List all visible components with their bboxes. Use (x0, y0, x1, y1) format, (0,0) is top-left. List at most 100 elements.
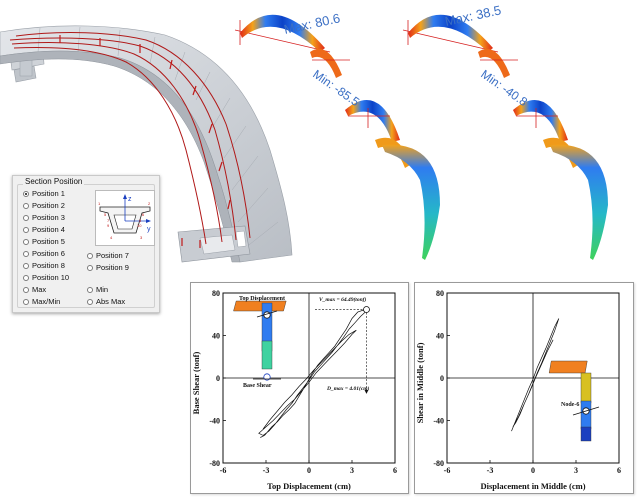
radio-max-min[interactable]: Max/Min (23, 297, 60, 306)
x-tick-label: 6 (617, 466, 621, 475)
radio-dot (23, 298, 29, 305)
radio-dot (23, 202, 29, 209)
point-6: 6 (142, 212, 145, 217)
x-tick-label: -3 (487, 466, 494, 475)
point-10: 10 (137, 223, 142, 228)
radio-label: Position 3 (32, 213, 65, 222)
radio-dot (23, 250, 29, 257)
radio-abs-max[interactable]: Abs Max (87, 297, 125, 306)
x-tick-label: -3 (263, 466, 270, 475)
radio-label: Abs Max (96, 297, 126, 306)
base-shear-annotation: Base Shear (243, 383, 272, 389)
radio-label: Min (96, 285, 109, 294)
radio-label: Position 2 (32, 201, 65, 210)
chart-base-shear: -6 -3 0 3 6 80 40 0 -40 -80 Top Displacement Base… (190, 282, 409, 494)
radio-dot (23, 262, 29, 269)
moment-diagram-left: Max: 80.6 Min: -85.5 (234, 10, 440, 260)
radio-position-5[interactable]: Position 5 (23, 237, 65, 246)
radio-position-8[interactable]: Position 8 (23, 261, 65, 270)
box-girder-section-icon: z y 1 2 3 4 5 6 7 8 9 10 (98, 194, 151, 240)
chart1-xlabel: Top Displacement (cm) (267, 481, 351, 491)
vmax-annotation: V_max = 64.49(tonf) (319, 296, 366, 303)
y-tick-label: 40 (436, 332, 444, 341)
radio-position-2[interactable]: Position 2 (23, 201, 65, 210)
tendon-anchor-marks (59, 35, 231, 248)
x-tick-label: 3 (350, 466, 354, 475)
radio-dot (87, 298, 93, 305)
axis-z-label: z (128, 196, 132, 203)
radio-label: Max (32, 285, 47, 294)
left-max-label: Max: 80.6 (283, 10, 342, 37)
point-8: 8 (139, 218, 142, 223)
point-7: 7 (107, 218, 110, 223)
radio-label: Max/Min (32, 297, 61, 306)
radio-dot (87, 252, 93, 259)
prestressing-tendons (9, 32, 251, 245)
radio-position-1[interactable]: Position 1 (23, 189, 65, 198)
y-tick-label: 80 (212, 289, 220, 298)
x-tick-label: 0 (307, 466, 311, 475)
point-4: 4 (110, 235, 113, 240)
radio-position-4[interactable]: Position 4 (23, 225, 65, 234)
section-position-panel: Section Position Position 1 Position 2 P… (12, 175, 160, 313)
right-max-label: Max: 38.5 (444, 2, 503, 29)
dmax-arrowhead (364, 389, 369, 394)
x-tick-label: -6 (444, 466, 451, 475)
abutment-block (177, 225, 251, 263)
radio-min[interactable]: Min (87, 285, 108, 294)
radio-label: Position 7 (96, 251, 129, 260)
y-tick-label: 80 (436, 289, 444, 298)
radio-position-6[interactable]: Position 6 (23, 249, 65, 258)
radio-position-7[interactable]: Position 7 (87, 251, 129, 260)
point-1: 1 (98, 201, 101, 206)
chart-middle-shear-svg: -6 -3 0 3 6 80 40 0 -40 -80 Node-6 Displacement i… (415, 289, 621, 491)
section-position-frame (17, 184, 155, 308)
top-displacement-annotation: Top Displacement (239, 296, 285, 302)
chart2-ylabel: Shear in Middle (tonf) (415, 342, 425, 423)
radio-position-10[interactable]: Position 10 (23, 273, 69, 282)
chart-middle-shear: -6 -3 0 3 6 80 40 0 -40 -80 Node-6 Displacement i… (414, 282, 634, 494)
column-model-inset (233, 300, 287, 381)
radio-dot (23, 238, 29, 245)
radio-label: Position 9 (96, 263, 129, 272)
radio-label: Position 8 (32, 261, 65, 270)
section-position-title: Section Position (23, 177, 85, 186)
dmax-annotation: D_max = 4.01(cm) (326, 385, 370, 392)
radio-label: Position 1 (32, 189, 65, 198)
point-5: 5 (104, 212, 107, 217)
radio-dot (23, 274, 29, 281)
node-6-annotation: Node-6 (561, 402, 579, 408)
radio-dot (23, 226, 29, 233)
chart2-xlabel: Displacement in Middle (cm) (480, 481, 585, 491)
bridge-3d-model[interactable] (0, 0, 310, 270)
y-tick-label: -40 (433, 417, 444, 426)
y-tick-label: 0 (440, 374, 444, 383)
radio-dot (23, 286, 29, 293)
y-tick-label: -80 (209, 459, 220, 468)
section-thumbnail: z y 1 2 3 4 5 6 7 8 9 10 (95, 190, 155, 246)
point-2: 2 (148, 201, 151, 206)
radio-position-3[interactable]: Position 3 (23, 213, 65, 222)
x-tick-label: 0 (531, 466, 535, 475)
max-point-marker (363, 306, 370, 313)
radio-label: Position 5 (32, 237, 65, 246)
x-tick-label: 3 (574, 466, 578, 475)
y-tick-label: -80 (433, 459, 444, 468)
y-tick-label: 40 (212, 332, 220, 341)
deck-surface (0, 25, 293, 263)
y-tick-label: -40 (209, 417, 220, 426)
chart-middle-shear-series (511, 318, 560, 432)
max-annotation-leaders (315, 309, 369, 394)
x-tick-label: 6 (393, 466, 397, 475)
radio-position-9[interactable]: Position 9 (87, 263, 129, 272)
radio-dot (87, 264, 93, 271)
y-tick-label: 0 (216, 374, 220, 383)
radio-label: Position 10 (32, 273, 70, 282)
radio-max[interactable]: Max (23, 285, 46, 294)
radio-label: Position 6 (32, 249, 65, 258)
radio-dot (87, 286, 93, 293)
contour-diagrams: Max: 80.6 Min: -85.5 Max: 38.5 Min: -40.… (234, 2, 608, 260)
chart-base-shear-series (258, 309, 367, 438)
radio-dot (23, 214, 29, 221)
axis-y-label: y (147, 226, 151, 233)
